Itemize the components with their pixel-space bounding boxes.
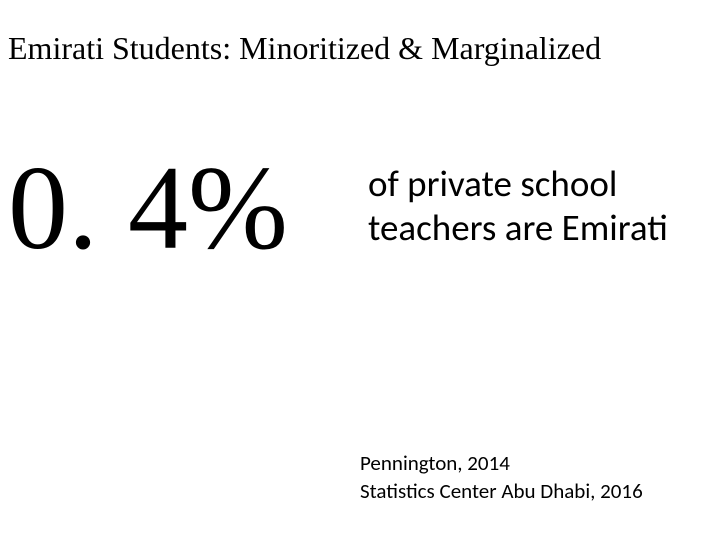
statistic-description: of private school teachers are Emirati <box>368 162 688 249</box>
statistic-value: 0. 4% <box>8 148 288 268</box>
source-citation-2: Statistics Center Abu Dhabi, 2016 <box>360 478 643 504</box>
source-citation-1: Pennington, 2014 <box>360 450 510 476</box>
slide-title: Emirati Students: Minoritized & Marginal… <box>8 30 601 67</box>
